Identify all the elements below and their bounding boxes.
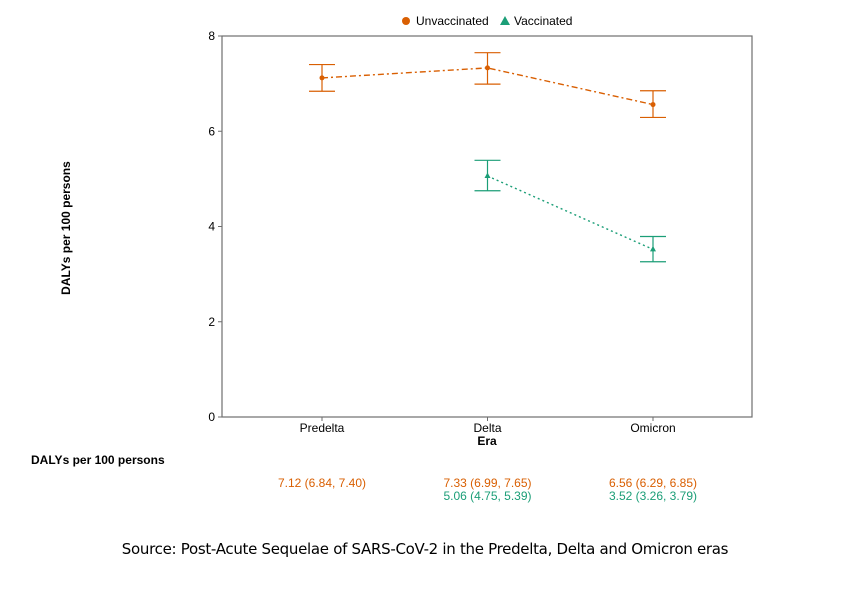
y-tick-label: 6 — [208, 124, 215, 138]
legend: Unvaccinated Vaccinated — [402, 14, 572, 28]
legend-unvaccinated-marker — [402, 17, 410, 25]
table-cell-unvaccinated: 6.56 (6.29, 6.85) — [608, 476, 698, 490]
source-caption: Source: Post-Acute Sequelae of SARS-CoV-… — [121, 540, 729, 558]
legend-vaccinated-marker — [500, 16, 510, 25]
data-point — [319, 75, 325, 81]
data-point — [484, 172, 491, 179]
x-axis: Predelta Delta Omicron — [300, 417, 676, 435]
y-tick-label: 4 — [208, 220, 215, 234]
x-tick-label: Predelta — [300, 421, 345, 435]
plot-frame — [221, 35, 753, 418]
data-point — [650, 102, 656, 108]
table-cell-vaccinated: 5.06 (4.75, 5.39) — [443, 489, 532, 503]
series-layer — [309, 52, 666, 263]
data-point — [650, 245, 656, 252]
legend-vaccinated-label: Vaccinated — [514, 14, 572, 28]
y-axis-title: DALYs per 100 persons — [59, 161, 73, 295]
table-cell-vaccinated: 3.52 (3.26, 3.79) — [608, 489, 698, 503]
table-title: DALYs per 100 persons — [31, 453, 165, 467]
series-vaccinated — [474, 159, 666, 263]
legend-unvaccinated-label: Unvaccinated — [416, 14, 489, 28]
table-cell-unvaccinated: 7.33 (6.99, 7.65) — [443, 476, 532, 490]
table-cell-unvaccinated: 7.12 (6.84, 7.40) — [277, 476, 367, 490]
x-tick-label: Delta — [473, 421, 501, 435]
data-point — [485, 65, 490, 71]
y-axis: 0 2 4 6 8 — [208, 29, 222, 424]
y-tick-label: 8 — [208, 29, 215, 43]
y-tick-label: 2 — [208, 315, 215, 329]
x-tick-label: Omicron — [630, 421, 675, 435]
y-tick-label: 0 — [208, 410, 215, 424]
series-unvaccinated — [309, 52, 666, 119]
x-axis-title: Era — [477, 434, 497, 448]
series-line — [487, 175, 654, 250]
